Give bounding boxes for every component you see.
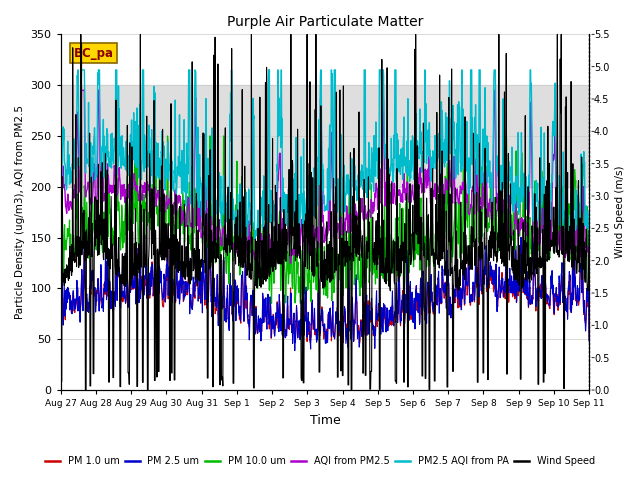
Y-axis label: Wind Speed (m/s): Wind Speed (m/s) (615, 166, 625, 258)
Legend: PM 1.0 um, PM 2.5 um, PM 10.0 um, AQI from PM2.5, PM2.5 AQI from PA, Wind Speed: PM 1.0 um, PM 2.5 um, PM 10.0 um, AQI fr… (41, 453, 599, 470)
Y-axis label: Particle Density (ug/m3), AQI from PM2.5: Particle Density (ug/m3), AQI from PM2.5 (15, 105, 25, 319)
Title: Purple Air Particulate Matter: Purple Air Particulate Matter (227, 15, 423, 29)
X-axis label: Time: Time (310, 414, 340, 427)
Bar (61, 85, 589, 187)
Text: BC_pa: BC_pa (74, 47, 114, 60)
